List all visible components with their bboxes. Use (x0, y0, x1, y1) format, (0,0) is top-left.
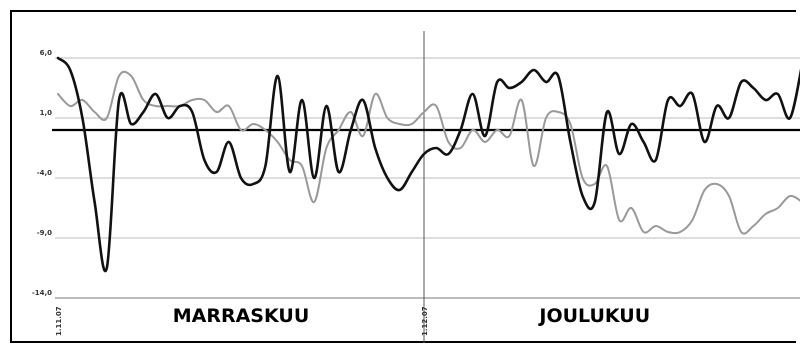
x-tick-label: 1.11.07 (55, 306, 63, 336)
month-label: JOULUKUU (537, 305, 650, 327)
series-lines (56, 56, 800, 273)
y-tick-label: -9,0 (37, 229, 52, 237)
y-axis-tick-labels: 6,0 1,0 -4,0 -9,0 -14,0 (32, 49, 52, 297)
month-label: MARRASKUU (173, 305, 310, 327)
y-tick-label: 6,0 (40, 49, 53, 57)
x-tick-label: 1.12.07 (421, 306, 429, 336)
y-tick-label: -4,0 (37, 169, 52, 177)
gridlines (52, 31, 800, 343)
x-axis-tick-labels: 1.11.07 1.12.07 (55, 306, 429, 336)
month-labels: MARRASKUU JOULUKUU (173, 305, 650, 327)
y-tick-label: -14,0 (32, 289, 52, 297)
series-light-line (57, 70, 800, 235)
series-dark-line (56, 56, 800, 273)
y-tick-label: 1,0 (40, 109, 53, 117)
chart-frame (10, 10, 796, 343)
